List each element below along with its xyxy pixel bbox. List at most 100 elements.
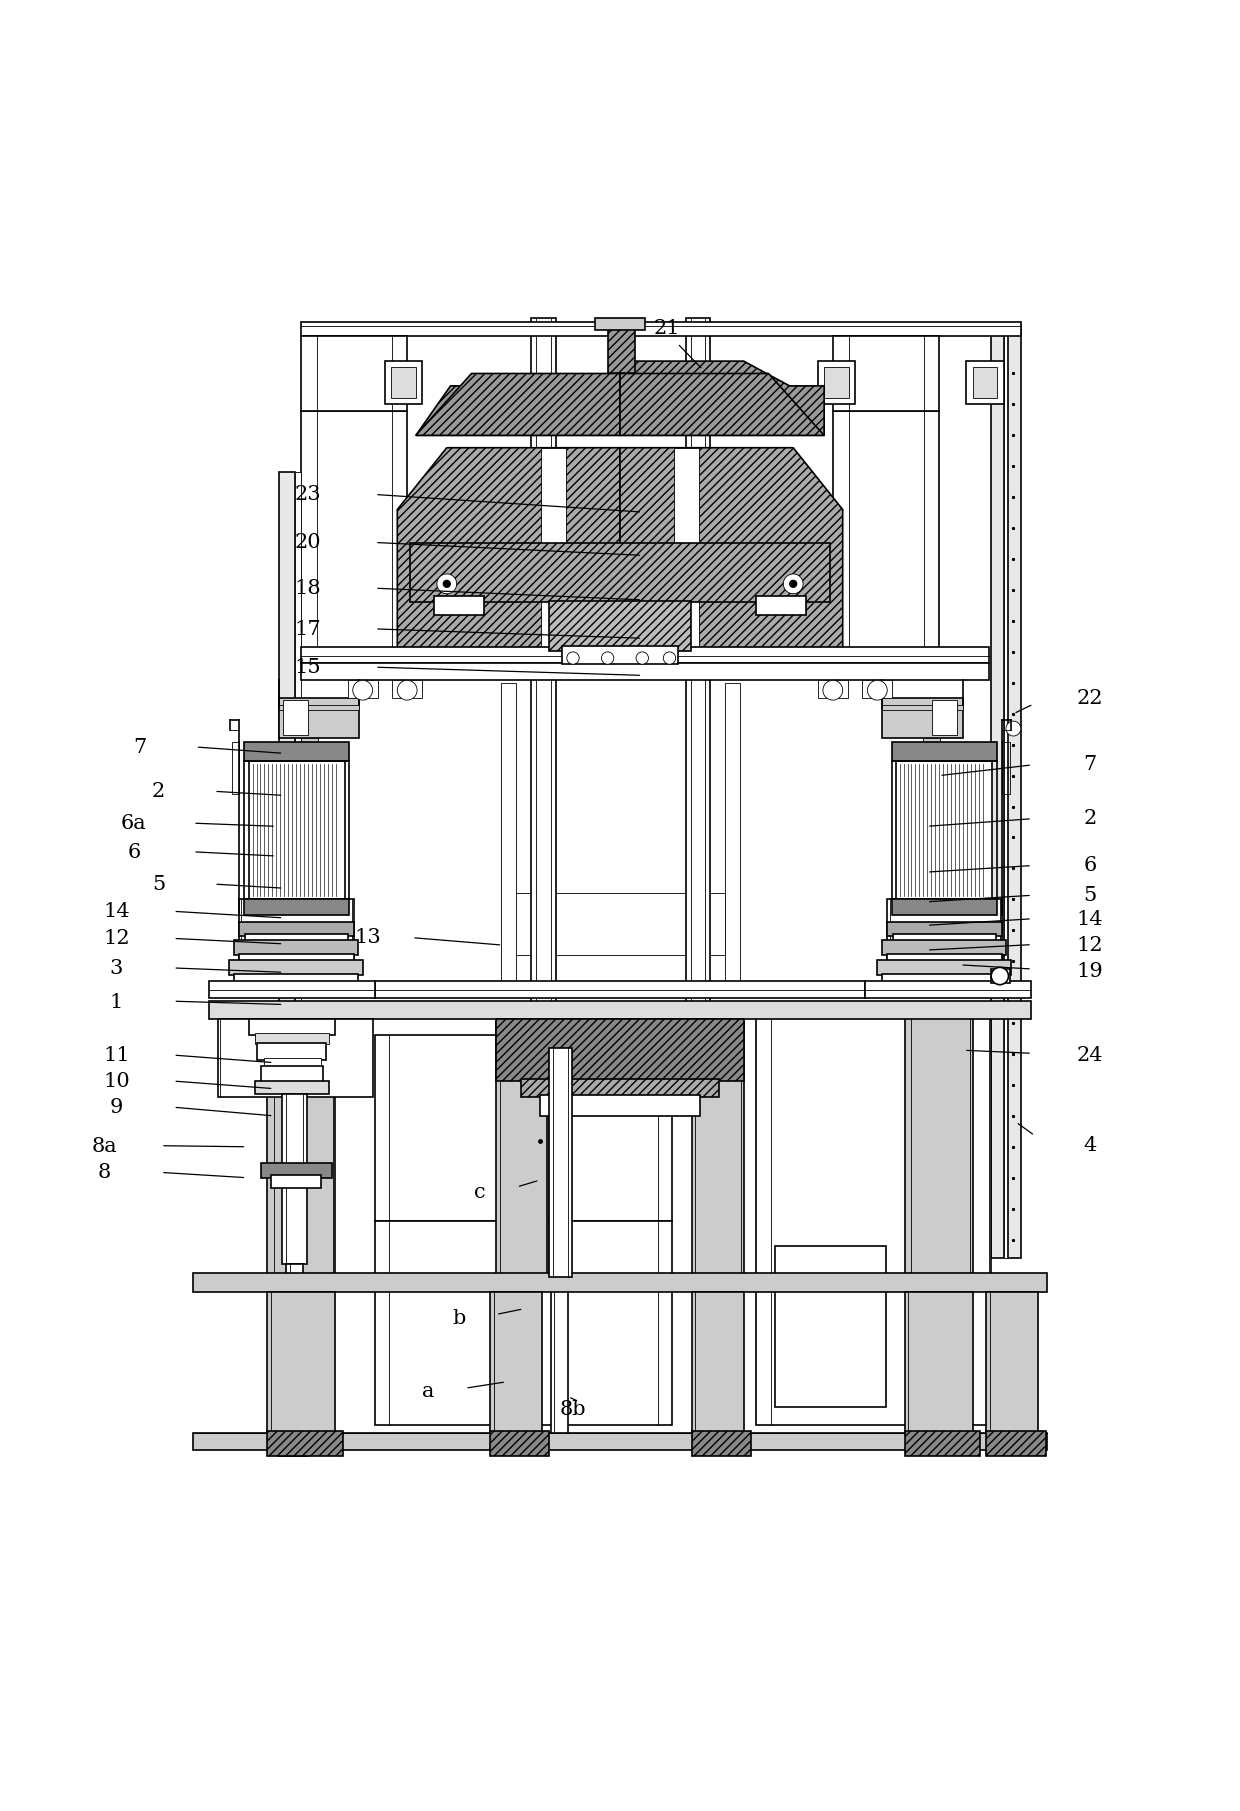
Bar (531, 317, 556, 1054)
Text: 23: 23 (295, 485, 321, 503)
Bar (863, 681, 893, 697)
Bar (279, 473, 295, 1259)
Bar (897, 761, 992, 900)
Bar (284, 701, 309, 735)
Bar (986, 1291, 1038, 1433)
Text: 6: 6 (1084, 857, 1096, 875)
Bar (825, 368, 849, 398)
Bar (883, 704, 962, 710)
Text: 4: 4 (1084, 1135, 1096, 1155)
Circle shape (823, 681, 843, 701)
Bar (392, 681, 422, 697)
Bar (193, 1273, 1047, 1291)
Bar (279, 697, 358, 739)
Circle shape (636, 652, 649, 665)
Bar (249, 761, 345, 900)
Circle shape (443, 580, 450, 587)
Bar (991, 330, 1003, 1259)
Bar (255, 1081, 330, 1094)
Bar (496, 1020, 744, 1081)
Bar (549, 1049, 572, 1277)
Bar (756, 596, 806, 614)
Bar (521, 1079, 719, 1097)
Bar (1003, 330, 1008, 1259)
Text: 8a: 8a (92, 1137, 117, 1155)
Bar (888, 900, 1002, 992)
Text: 8b: 8b (559, 1400, 587, 1418)
Bar (244, 900, 348, 915)
Circle shape (868, 681, 888, 701)
Bar (931, 701, 956, 735)
Bar (347, 681, 377, 697)
Bar (888, 954, 1002, 963)
Text: 2: 2 (151, 782, 165, 800)
Bar (551, 1277, 568, 1443)
Text: 24: 24 (1076, 1045, 1104, 1065)
Bar (878, 960, 1011, 974)
Bar (249, 1020, 336, 1036)
Text: 17: 17 (295, 619, 321, 639)
Bar (904, 1016, 972, 1277)
Bar (888, 922, 1002, 936)
Bar (986, 1431, 1045, 1456)
Bar (283, 1094, 308, 1164)
Bar (239, 922, 353, 936)
Bar (239, 900, 353, 992)
Bar (258, 1043, 326, 1059)
Text: 8: 8 (98, 1163, 110, 1183)
Bar (501, 683, 516, 992)
Text: 22: 22 (1076, 690, 1104, 708)
Bar (301, 663, 988, 681)
Polygon shape (415, 373, 620, 435)
Text: 14: 14 (103, 902, 130, 922)
Bar (818, 681, 848, 697)
Text: 5: 5 (151, 875, 165, 895)
Circle shape (397, 681, 417, 701)
Bar (232, 743, 239, 795)
Bar (374, 1221, 672, 1425)
Text: 11: 11 (103, 1045, 130, 1065)
Bar (490, 1291, 542, 1433)
Bar (301, 647, 988, 663)
Bar (234, 974, 357, 983)
Bar (229, 960, 362, 974)
Bar (675, 447, 699, 657)
Bar (904, 1291, 972, 1433)
Bar (608, 326, 635, 373)
Text: 1: 1 (110, 992, 123, 1012)
Bar (725, 683, 740, 992)
Bar (893, 743, 997, 761)
Bar (893, 761, 997, 900)
Bar (972, 368, 997, 398)
Bar (595, 317, 645, 330)
Text: 6a: 6a (122, 815, 146, 833)
Text: 5: 5 (1084, 886, 1096, 906)
Text: 3: 3 (110, 960, 123, 978)
Bar (268, 1016, 336, 1277)
Circle shape (1006, 721, 1021, 735)
Bar (883, 697, 962, 739)
Bar (775, 1246, 887, 1407)
Bar (279, 1440, 309, 1456)
Bar (893, 900, 997, 915)
Bar (239, 954, 353, 963)
Bar (255, 1032, 330, 1045)
Bar (244, 761, 348, 900)
Circle shape (436, 574, 456, 594)
Bar (1002, 743, 1009, 795)
Bar (262, 1163, 332, 1177)
Text: 12: 12 (103, 929, 130, 949)
Bar (1008, 330, 1021, 1259)
Bar (923, 739, 940, 752)
Bar (301, 322, 1021, 337)
Bar (193, 1433, 1047, 1451)
Bar (244, 743, 348, 761)
Text: 7: 7 (134, 737, 146, 757)
Bar (496, 1016, 548, 1277)
Bar (374, 1036, 672, 1221)
Text: 6: 6 (128, 842, 140, 862)
Bar (218, 1020, 372, 1097)
Text: 18: 18 (295, 580, 321, 598)
Text: 7: 7 (1084, 755, 1096, 773)
Bar (833, 337, 939, 411)
